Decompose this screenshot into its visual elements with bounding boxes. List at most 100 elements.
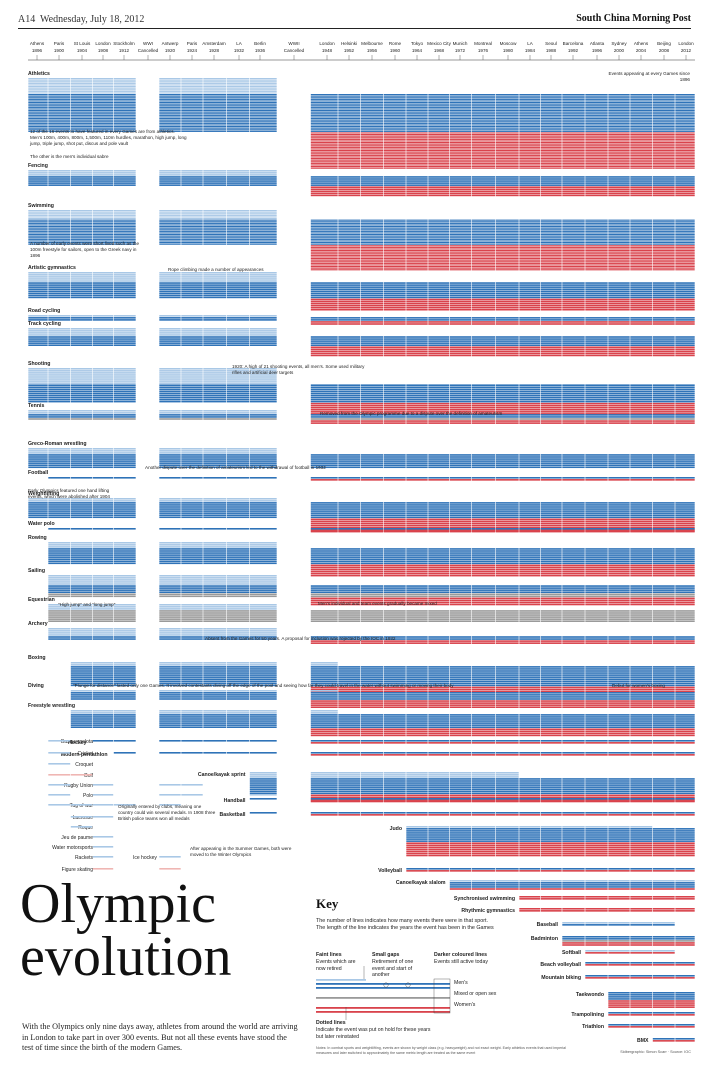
sport-2-retired-line-1-1932 (226, 211, 250, 213)
sport-1-retired-line-2-1936 (249, 174, 277, 176)
sport-2-men-line-7-1988 (540, 230, 562, 232)
sport-3-women-line-2-1972 (449, 302, 472, 305)
sport-3-men-line-4-1984 (519, 290, 541, 293)
sport-5-women-line-1-1964 (406, 348, 428, 351)
sport-3-men-line-1-1936 (249, 284, 277, 286)
sport-0-men-line-13-1908 (92, 114, 114, 116)
sport-5-men-line-0-2000 (608, 336, 630, 338)
sport-0-men-line-13-1988 (540, 114, 562, 116)
sport-5-men-line-4-1936 (249, 344, 277, 346)
sport-14-mixed-line-4-1984 (519, 618, 541, 620)
sport-2-men-line-0-1964 (406, 219, 428, 221)
sport-0-men-line-12-1908 (92, 113, 114, 115)
sport-5-women-line-3-1988 (540, 352, 562, 355)
games-year-0: 1896 (32, 48, 43, 53)
sport-5-men-line-1-1900 (48, 338, 71, 340)
sport-12-men-line-2-1960 (383, 552, 406, 554)
sport-0-men-line-5-1920 (159, 102, 181, 104)
sport-0-men-line-15-1900 (48, 118, 71, 120)
sport-10-men-line-7-2000 (608, 516, 630, 519)
sport-0-men-line-22-1904 (70, 129, 93, 131)
sport-3-women-line-2-1964 (406, 302, 428, 305)
sport-1-women-line-1-2008 (652, 188, 675, 191)
sport-8-men-line-2-1968 (428, 458, 450, 460)
sport-2-retired-line-3-1896 (28, 214, 48, 216)
sport-3-women-line-2-1992 (562, 302, 585, 305)
sport-0-retired-line-5-1912 (113, 86, 136, 88)
sport-0-retired-line-3-1912 (113, 82, 136, 84)
sport-7-women-line-0-1984 (519, 420, 541, 422)
sport-10-men-line-2-1956 (360, 506, 384, 508)
sport-2-men-line-13-1952 (338, 240, 361, 242)
sport-10-men-line-3-1948 (310, 508, 338, 510)
sport-0-men-line-22-1900 (48, 129, 71, 131)
sport-12-men-line-6-1964 (406, 560, 428, 563)
sport-0-men-line-20-1928 (203, 126, 227, 128)
sport-0-men-line-13-1920 (159, 114, 181, 116)
sport-5-men-line-2-1932 (226, 340, 250, 342)
sport-8-men-line-2-2012 (675, 458, 695, 460)
sport-3-men-line-2-1928 (203, 286, 227, 288)
sport-2-retired-line-4-1928 (203, 216, 227, 218)
sport-0-men-line-4-1988 (540, 100, 562, 102)
sport-14-mixed-line-4-1900 (48, 618, 71, 620)
sport-1-men-line-2-1972 (449, 180, 472, 182)
sport-13-mixed-line-1-2004 (630, 595, 653, 598)
sport-6-men-line-7-1980 (495, 398, 519, 401)
sport-8-men-line-0-1992 (562, 454, 585, 456)
sport-11-women-line-0-1996 (585, 530, 608, 532)
sport-12-women-line-3-2000 (608, 570, 630, 573)
sport-0-men-line-11-1984 (519, 111, 541, 113)
sport-1-men-line-0-1964 (406, 176, 428, 178)
sport-2-retired-line-1-1900 (48, 211, 71, 213)
sport-5-women-line-0-1964 (406, 346, 428, 349)
sport-12-retired-line-0-1924 (181, 542, 203, 544)
sport-2-men-line-14-1992 (562, 242, 585, 244)
sport-8-men-line-1-1984 (519, 456, 541, 458)
sport-10-women-line-0-1956 (360, 518, 384, 521)
sport-13-retired-line-1-1924 (181, 577, 203, 579)
sport-5-men-line-1-2000 (608, 338, 630, 340)
sport-12-retired-line-2-1924 (181, 546, 203, 548)
sport-12-men-line-1-1964 (406, 550, 428, 552)
sport-0-men-line-23-1980 (495, 130, 519, 132)
sport-0-men-line-9-1928 (203, 108, 227, 110)
sport-5-retired-line-1-1904 (70, 330, 93, 332)
sport-14-mixed-line-5-1920 (159, 620, 181, 622)
sport-2-men-line-1-1956 (360, 221, 384, 223)
sport-10-women-line-2-1996 (585, 522, 608, 525)
sport-3-men-line-2-1976 (471, 286, 496, 288)
sport-2-men-line-15-2012 (675, 243, 695, 245)
sport-13-retired-line-3-1900 (48, 581, 71, 583)
sport-2-women-line-13-1980 (495, 266, 519, 268)
sport-8-men-line-6-1936 (249, 466, 277, 469)
sport-10-men-line-6-1932 (226, 514, 250, 516)
sport-3-retired-line-3-1928 (203, 278, 227, 280)
sport-0-women-line-10-1980 (495, 148, 519, 150)
sport-10-men-line-6-1920 (159, 514, 181, 516)
sport-13-men-line-3-1948 (310, 591, 338, 593)
sport-3-women-line-0-1976 (471, 298, 496, 301)
sport-8-retired-line-1-1900 (48, 450, 71, 452)
sport-6-men-line-0-1960 (383, 384, 406, 386)
sport-2-women-line-10-1980 (495, 261, 519, 263)
sport-10-men-line-7-1956 (360, 516, 384, 519)
sport-0-retired-line-7-1920 (159, 89, 181, 91)
sport-0-men-line-20-1984 (519, 126, 541, 128)
sport-4-retired-line-0-1904 (70, 315, 93, 317)
sport-13-men-line-2-1904 (70, 589, 93, 591)
sport-3-men-line-6-1948 (310, 294, 338, 297)
sport-0-men-line-13-1972 (449, 114, 472, 116)
sport-1-men-line-1-2008 (652, 178, 675, 180)
sport-3-men-line-6-1932 (226, 294, 250, 297)
sport-10-women-line-3-1988 (540, 524, 562, 527)
sport-10-men-line-0-1912 (113, 502, 136, 504)
sport-3-retired-line-0-1900 (48, 272, 71, 274)
sport-2-men-line-10-1988 (540, 235, 562, 237)
sport-7-women-line-0-1960 (383, 420, 406, 422)
sport-0-men-line-4-1976 (471, 100, 496, 102)
sport-3-men-line-1-1952 (338, 284, 361, 286)
sport-12-retired-line-2-1908 (92, 546, 114, 548)
sport-0-men-line-16-1904 (70, 119, 93, 121)
sport-0-women-line-5-1976 (471, 140, 496, 142)
